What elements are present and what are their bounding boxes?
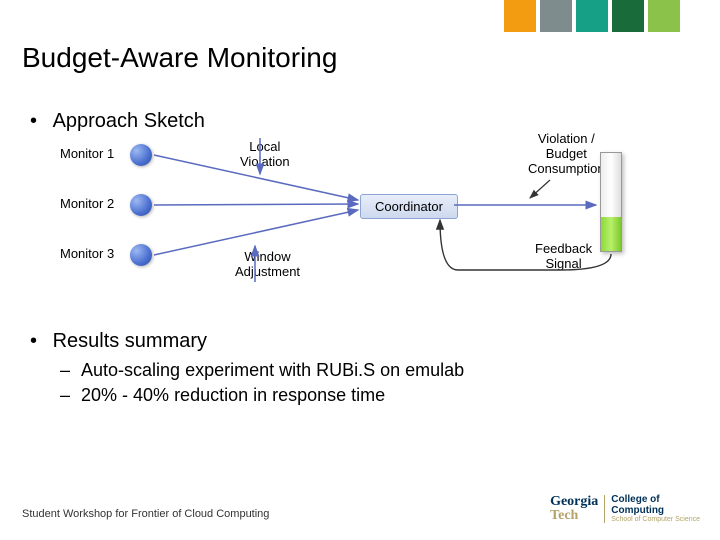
logo-area: Georgia Tech College of Computing School… [550,494,700,524]
bullet-results-text: Results summary [30,330,207,353]
footer-text: Student Workshop for Frontier of Cloud C… [22,508,269,520]
logo-tech-word: Tech [550,508,578,523]
logo-divider [604,495,605,523]
college-l1: College of [611,494,659,505]
school-name: School of Computer Science [611,516,700,524]
georgia-tech-logo: Georgia Tech [550,495,598,523]
tile-4 [612,0,644,32]
bullet-approach-text: Approach Sketch [30,110,205,133]
sub-item-1: Auto-scaling experiment with RUBi.S on e… [60,360,464,381]
tile-2 [540,0,572,32]
tile-1 [504,0,536,32]
tile-3 [576,0,608,32]
college-l2: Computing [611,505,664,516]
tile-5 [648,0,680,32]
results-sub-list: Auto-scaling experiment with RUBi.S on e… [60,360,464,410]
approach-diagram: Monitor 1 Monitor 2 Monitor 3 Local Viol… [60,142,660,312]
bullet-approach: Approach Sketch [30,110,205,133]
sub-item-2: 20% - 40% reduction in response time [60,385,464,406]
bullet-results: Results summary [30,330,207,353]
logo-georgia: Georgia [550,494,598,509]
slide-title: Budget-Aware Monitoring [22,42,337,74]
college-logo: College of Computing School of Computer … [611,494,700,524]
header-tiles [504,0,680,32]
diagram-arrows [60,142,660,312]
